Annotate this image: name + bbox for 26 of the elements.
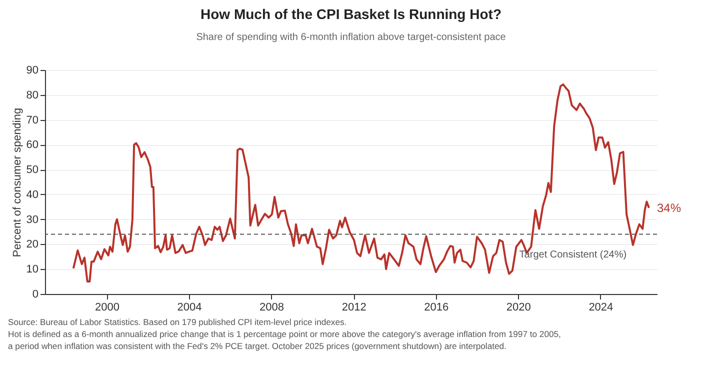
y-tick-label: 30 — [26, 214, 38, 226]
y-tick-label: 20 — [26, 238, 38, 251]
x-tick-label: 2012 — [342, 302, 366, 314]
chart-subtitle: Share of spending with 6-month inflation above target-consistent pace — [196, 32, 506, 43]
y-tick-label: 80 — [26, 89, 38, 102]
x-tick-label: 2008 — [260, 302, 284, 314]
annotation: 34% — [656, 200, 682, 215]
y-tick-label: 60 — [26, 139, 38, 152]
text: a period when inflation was consistent with the Fed's 2% PCE target. October 2025 prices (government shutdown) are interpolated. — [8, 340, 508, 352]
y-tick-label: 0 — [32, 288, 38, 300]
x-tick-label: 2000 — [94, 302, 120, 314]
y-tick-label: 40 — [26, 188, 38, 201]
chart-title: How Much of the CPI Basket Is Running Hot? — [200, 6, 502, 22]
x-tick-label: 2020 — [506, 302, 531, 314]
y-tick-label: 10 — [26, 264, 38, 276]
line-series — [72, 83, 650, 283]
y-tick-label: 90 — [26, 64, 38, 76]
x-tick-label: 2004 — [177, 302, 202, 314]
text: Hot is defined as a 6-month annualized price change that is 1 percentage point or more above the category's average inflation from 1997 to 2005, — [8, 328, 562, 340]
ref-line-label: Target Consistent (24%) — [519, 249, 627, 260]
x-tick-label: 2024 — [588, 302, 614, 314]
y-tick-label: 50 — [26, 164, 38, 176]
y-tick-label: 70 — [26, 114, 38, 126]
y-axis-title: Percent of consumer spending — [11, 108, 24, 258]
x-tick-label: 2016 — [424, 302, 449, 314]
source-note: Source: Bureau of Labor Statistics. Based on 179 published CPI item-level price indexes. — [8, 316, 348, 328]
